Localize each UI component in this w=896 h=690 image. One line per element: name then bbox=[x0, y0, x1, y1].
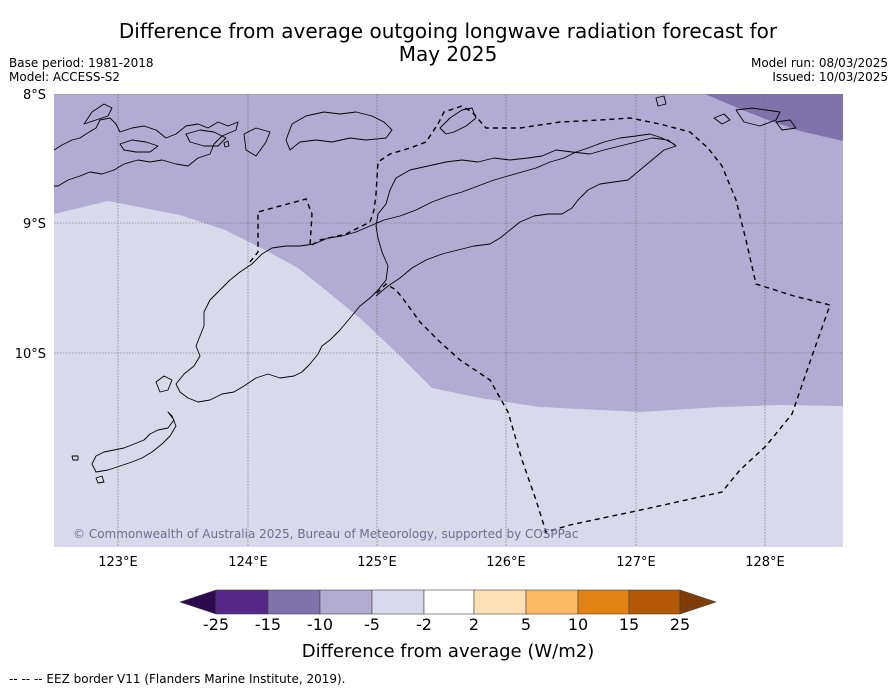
colorbar-title: Difference from average (W/m2) bbox=[301, 641, 595, 662]
colorbar-bin-1 bbox=[215, 589, 269, 615]
cbar-tick-m25: -25 bbox=[202, 615, 230, 634]
eez-border bbox=[249, 105, 831, 533]
cbar-tick-10: 10 bbox=[567, 615, 589, 634]
model-text: Model: ACCESS-S2 bbox=[9, 70, 121, 84]
colorbar-bin-7 bbox=[525, 589, 579, 615]
coastline-flores bbox=[54, 117, 239, 187]
colorbar-bin-9 bbox=[628, 589, 681, 615]
coastline-solor bbox=[119, 139, 159, 153]
coastline-wetar bbox=[439, 107, 477, 135]
title-line-2: May 2025 bbox=[398, 42, 498, 66]
lon-label-127e: 127°E bbox=[616, 555, 656, 570]
lon-label-126e: 126°E bbox=[486, 555, 526, 570]
coastline-lembata bbox=[185, 129, 227, 147]
colorbar-bin-2 bbox=[267, 589, 321, 615]
colorbar-extend-high bbox=[679, 589, 717, 615]
cbar-tick-m2: -2 bbox=[416, 615, 432, 634]
coastline-alor bbox=[285, 111, 393, 151]
coastline-timor-inner bbox=[375, 145, 677, 297]
meta-left: Base period: 1981-2018 Model: ACCESS-S2 bbox=[9, 56, 154, 84]
lat-label-9s: 9°S bbox=[23, 217, 46, 232]
lon-label-125e: 125°E bbox=[357, 555, 397, 570]
lat-label-10s: 10°S bbox=[15, 347, 46, 362]
coastline-islet-c bbox=[775, 119, 797, 131]
lon-label-128e: 128°E bbox=[745, 555, 785, 570]
anomaly-field-medium bbox=[54, 94, 843, 412]
cbar-tick-2: 2 bbox=[468, 615, 480, 634]
graticule bbox=[54, 94, 843, 547]
coastline-babar bbox=[735, 107, 781, 127]
coastline-timor bbox=[175, 133, 677, 403]
lon-label-124e: 124°E bbox=[228, 555, 268, 570]
coastline-rote bbox=[91, 411, 177, 473]
coastline-islet-g bbox=[95, 475, 105, 484]
title-line-1: Difference from average outgoing longwav… bbox=[118, 19, 778, 43]
lat-label-8s: 8°S bbox=[23, 88, 46, 103]
cbar-tick-5: 5 bbox=[520, 615, 532, 634]
colorbar-bin-8 bbox=[577, 589, 630, 615]
map-area: © Commonwealth of Australia 2025, Bureau… bbox=[54, 94, 843, 547]
coastline-islet-a bbox=[655, 95, 667, 107]
cbar-tick-m5: -5 bbox=[364, 615, 380, 634]
coastline-pantar bbox=[243, 127, 271, 157]
coastline-islet-f bbox=[71, 455, 79, 461]
colorbar-extend-low bbox=[179, 589, 217, 615]
chart-title: Difference from average outgoing longwav… bbox=[0, 20, 896, 66]
cbar-tick-25: 25 bbox=[669, 615, 691, 634]
meta-right: Model run: 08/03/2025 Issued: 10/03/2025 bbox=[751, 56, 888, 84]
coastline-islet-e bbox=[155, 375, 173, 393]
coastline-flores-north bbox=[83, 103, 113, 125]
colorbar-bin-5 bbox=[423, 589, 475, 615]
coastline-islet-b bbox=[713, 113, 731, 125]
cbar-tick-15: 15 bbox=[618, 615, 640, 634]
colorbar bbox=[179, 589, 717, 615]
coastlines bbox=[54, 95, 797, 484]
colorbar-bin-4 bbox=[371, 589, 425, 615]
issued-text: Issued: 10/03/2025 bbox=[772, 70, 888, 84]
lon-label-123e: 123°E bbox=[98, 555, 138, 570]
cbar-tick-m10: -10 bbox=[306, 615, 334, 634]
model-run-text: Model run: 08/03/2025 bbox=[750, 56, 888, 70]
colorbar-bin-6 bbox=[473, 589, 527, 615]
eez-footnote: -- -- -- EEZ border V11 (Flanders Marine… bbox=[9, 672, 346, 686]
cbar-tick-m15: -15 bbox=[254, 615, 282, 634]
anomaly-field-dark bbox=[705, 94, 843, 141]
copyright-text: © Commonwealth of Australia 2025, Bureau… bbox=[73, 527, 578, 541]
coastline-islet-d bbox=[223, 140, 230, 148]
base-period-text: Base period: 1981-2018 bbox=[9, 56, 154, 70]
colorbar-bin-3 bbox=[319, 589, 373, 615]
